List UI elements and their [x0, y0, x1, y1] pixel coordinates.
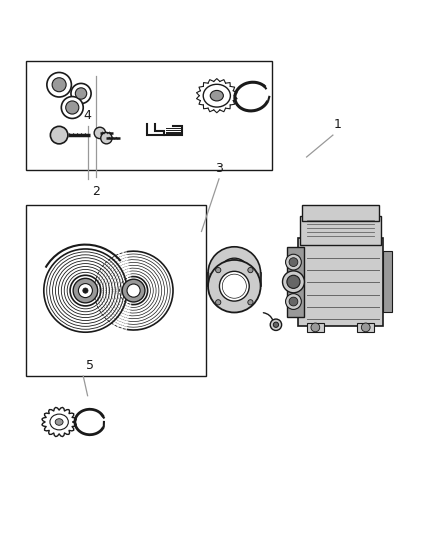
Circle shape — [287, 275, 300, 288]
FancyBboxPatch shape — [300, 216, 381, 245]
Circle shape — [270, 319, 282, 330]
Circle shape — [248, 268, 253, 273]
Circle shape — [289, 297, 298, 306]
Ellipse shape — [210, 91, 223, 101]
Bar — [383, 251, 392, 312]
Ellipse shape — [208, 260, 261, 312]
Circle shape — [283, 271, 304, 293]
Circle shape — [73, 278, 98, 303]
Text: 4: 4 — [84, 109, 92, 122]
Circle shape — [286, 294, 301, 310]
Circle shape — [122, 279, 145, 302]
Bar — [26, 61, 272, 170]
Circle shape — [52, 78, 66, 92]
Bar — [287, 247, 304, 317]
Circle shape — [311, 323, 320, 332]
Circle shape — [286, 254, 301, 270]
Bar — [26, 205, 206, 376]
Text: 2: 2 — [92, 185, 100, 198]
Circle shape — [289, 258, 298, 266]
Circle shape — [50, 126, 68, 144]
Circle shape — [47, 72, 71, 97]
Bar — [208, 273, 261, 286]
Circle shape — [289, 278, 298, 286]
Circle shape — [273, 322, 279, 327]
Bar — [357, 322, 374, 332]
Circle shape — [94, 127, 106, 139]
Circle shape — [286, 274, 301, 290]
Circle shape — [78, 284, 92, 297]
Circle shape — [83, 288, 88, 293]
Circle shape — [248, 300, 253, 305]
Text: 1: 1 — [333, 118, 341, 131]
Ellipse shape — [219, 258, 249, 288]
Circle shape — [75, 88, 87, 99]
Circle shape — [361, 323, 370, 332]
Ellipse shape — [219, 271, 249, 301]
Text: 3: 3 — [215, 161, 223, 174]
Circle shape — [66, 101, 79, 114]
Circle shape — [215, 268, 221, 273]
Text: 5: 5 — [86, 359, 94, 372]
Circle shape — [127, 284, 140, 297]
Bar — [302, 205, 379, 221]
Circle shape — [215, 300, 221, 305]
Ellipse shape — [223, 274, 246, 298]
Ellipse shape — [203, 84, 230, 107]
Circle shape — [61, 96, 83, 118]
Circle shape — [101, 133, 112, 144]
Ellipse shape — [208, 247, 261, 300]
Bar — [298, 238, 383, 326]
Ellipse shape — [50, 414, 68, 430]
Ellipse shape — [55, 419, 63, 425]
Circle shape — [71, 84, 91, 103]
Bar — [307, 322, 324, 332]
